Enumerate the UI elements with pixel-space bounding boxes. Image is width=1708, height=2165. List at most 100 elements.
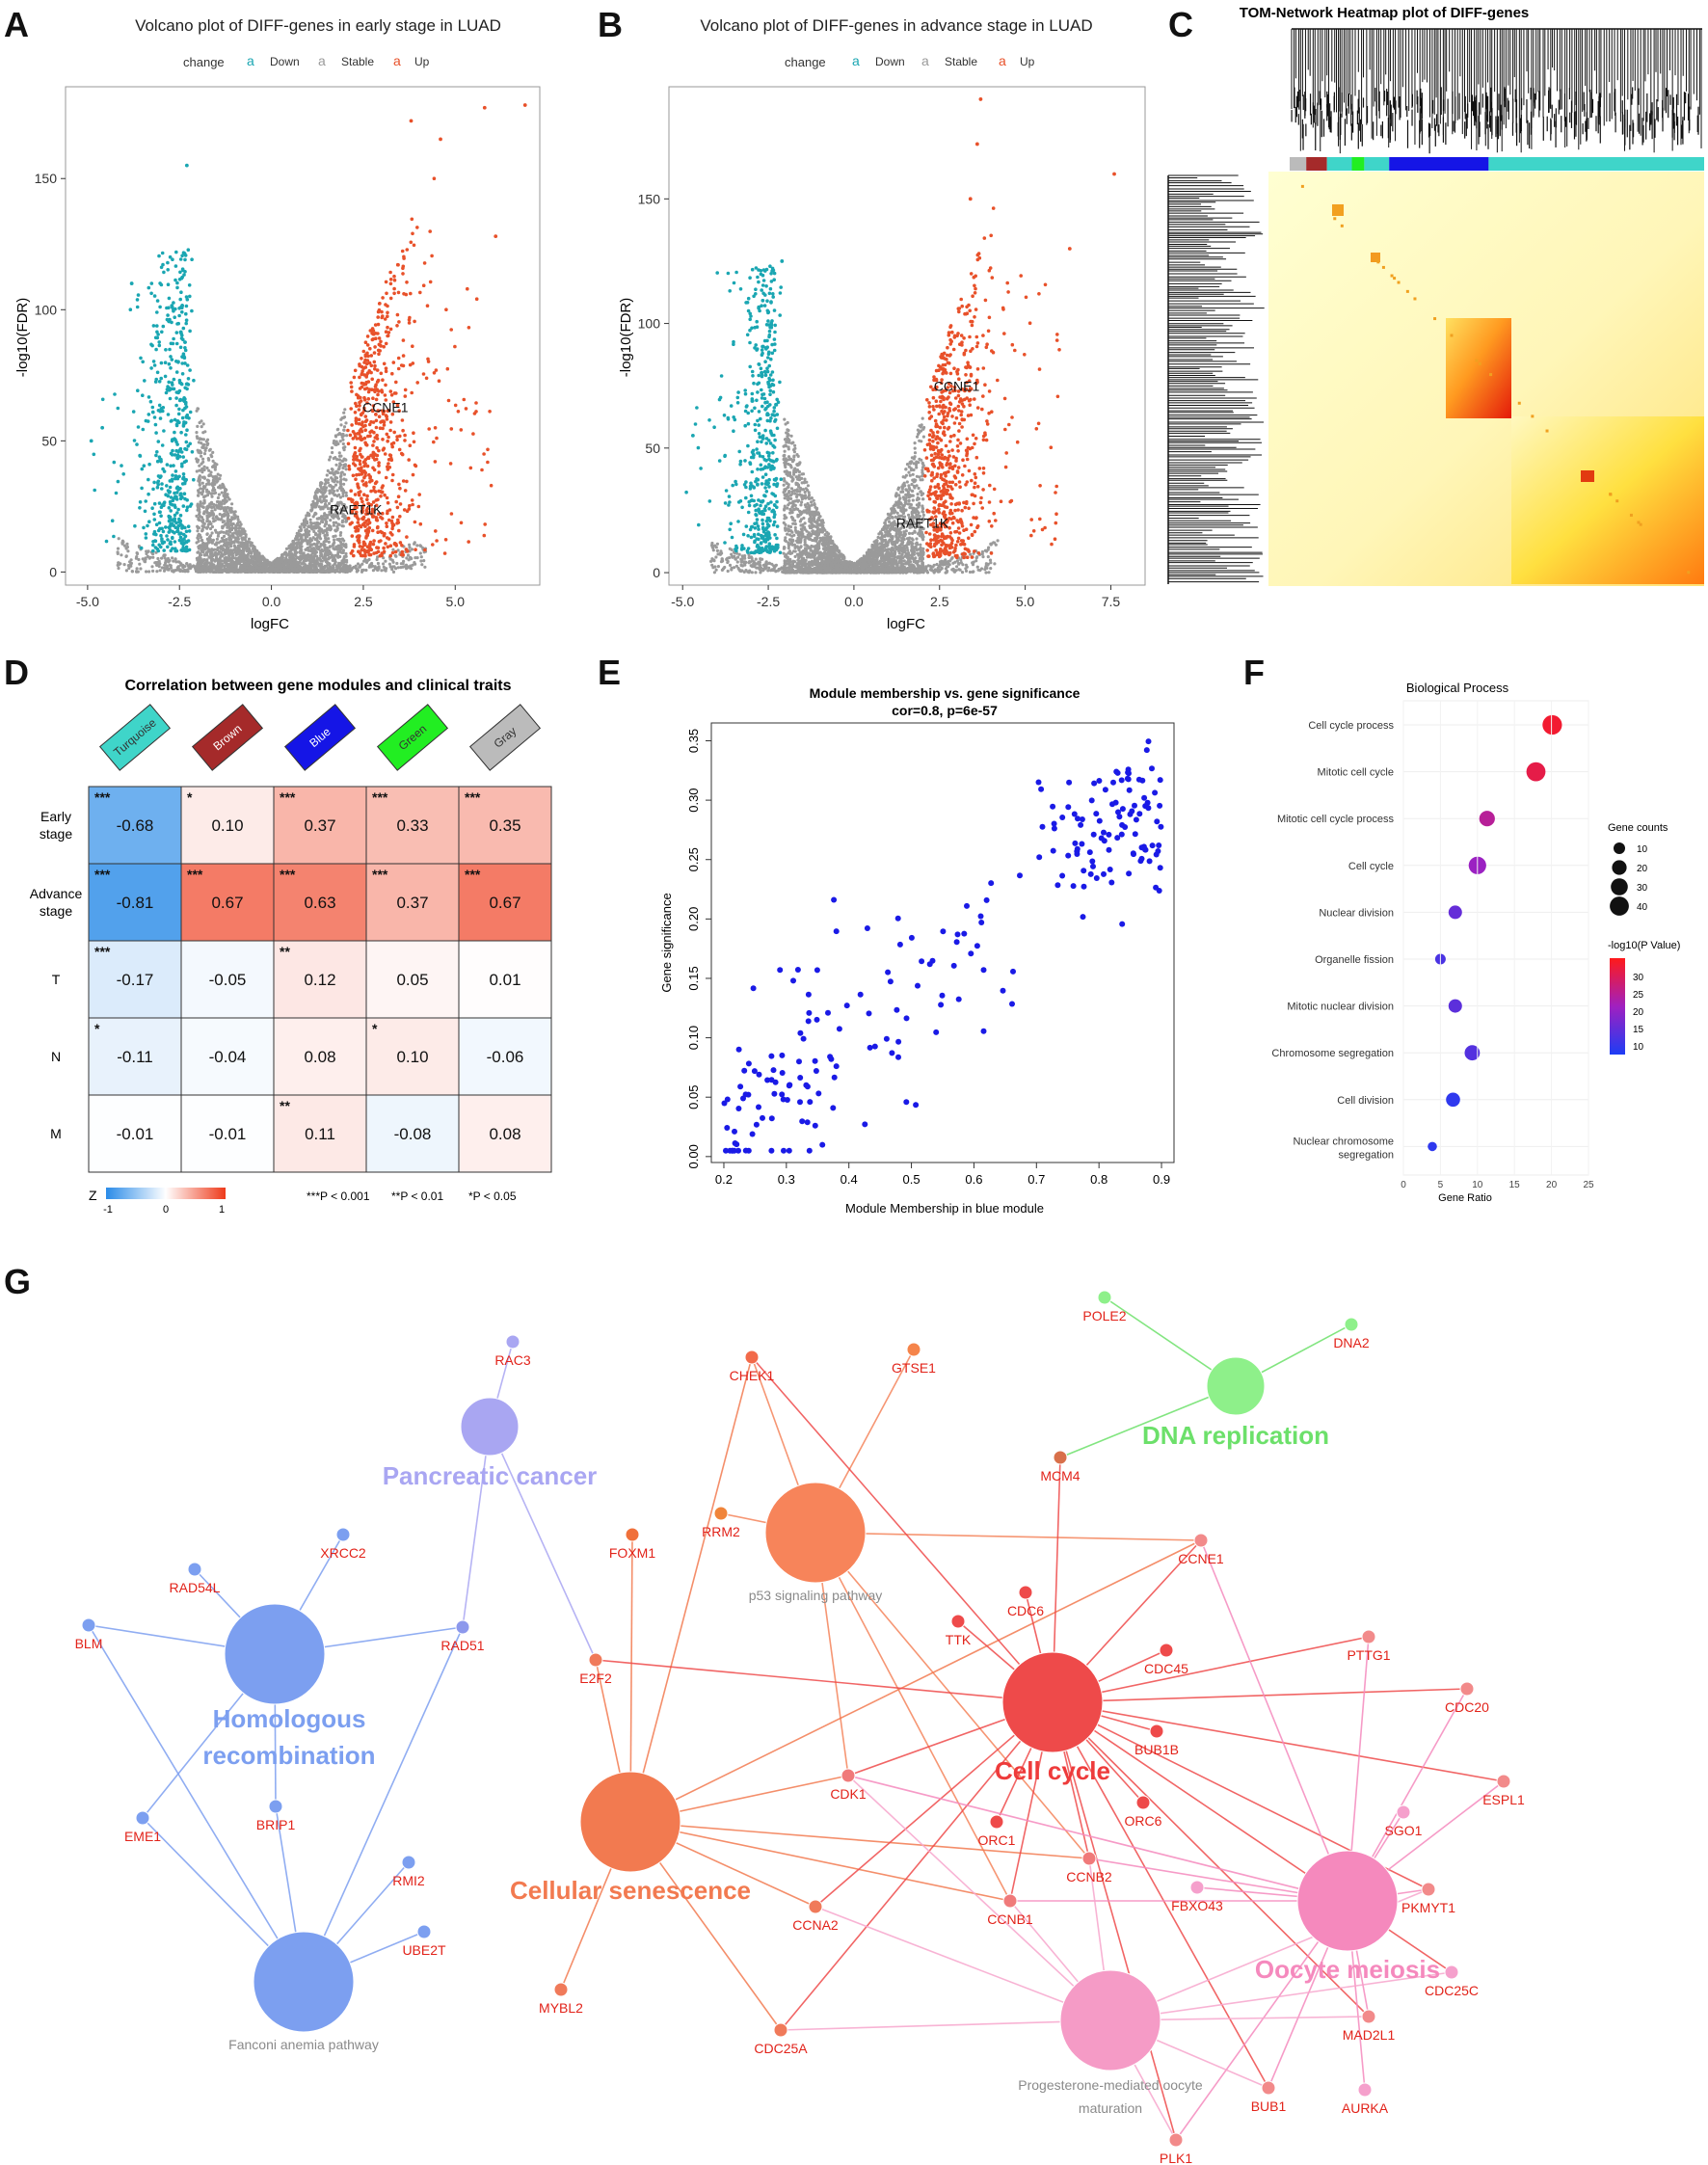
stable-point bbox=[311, 499, 315, 504]
stable-point bbox=[307, 562, 311, 566]
up-point bbox=[372, 360, 377, 364]
stable-point bbox=[205, 537, 209, 541]
down-point bbox=[172, 377, 176, 382]
down-point bbox=[170, 418, 173, 423]
up-point bbox=[488, 410, 492, 414]
gene-annotation: RAET1K bbox=[330, 502, 383, 518]
stable-point bbox=[384, 559, 387, 563]
stable-point bbox=[287, 559, 291, 563]
legend-key-down-a: a bbox=[247, 53, 254, 68]
up-point bbox=[435, 436, 439, 441]
stable-point bbox=[262, 559, 266, 563]
stable-point bbox=[315, 497, 319, 501]
stable-point bbox=[243, 544, 247, 548]
up-point bbox=[388, 553, 393, 558]
stable-point bbox=[323, 505, 327, 509]
chart-title-b: Volcano plot of DIFF-genes in advance st… bbox=[700, 16, 1092, 35]
panel-letter-a: A bbox=[4, 5, 29, 44]
stable-point bbox=[344, 494, 348, 497]
stable-point bbox=[277, 557, 280, 561]
up-point bbox=[375, 388, 380, 392]
stable-point bbox=[359, 564, 362, 568]
stable-point bbox=[200, 539, 203, 543]
stable-point bbox=[251, 562, 255, 566]
down-point bbox=[154, 522, 159, 526]
up-point bbox=[371, 466, 375, 470]
stable-point bbox=[310, 521, 314, 525]
legend-key-stable-a: a bbox=[318, 53, 326, 68]
down-point bbox=[144, 418, 148, 423]
down-point bbox=[164, 348, 168, 352]
panel-letter-g: G bbox=[4, 1262, 31, 1301]
x-tick-label: 2.5 bbox=[354, 594, 373, 609]
stable-point bbox=[120, 553, 123, 557]
stable-point bbox=[410, 548, 414, 551]
up-point bbox=[367, 472, 371, 477]
volcano-early-panel: Volcano plot of DIFF-genes in early stag… bbox=[14, 16, 541, 632]
up-point bbox=[386, 511, 389, 516]
stable-point bbox=[340, 416, 344, 420]
up-point bbox=[405, 535, 409, 539]
stable-point bbox=[219, 507, 223, 511]
stable-point bbox=[311, 536, 315, 540]
up-point bbox=[472, 412, 477, 415]
up-point bbox=[359, 446, 362, 451]
up-point bbox=[388, 420, 393, 424]
stable-point bbox=[156, 556, 160, 561]
down-point bbox=[175, 526, 180, 530]
up-point bbox=[410, 390, 414, 395]
stable-point bbox=[205, 493, 210, 497]
stable-point bbox=[236, 518, 240, 521]
up-point bbox=[349, 381, 354, 385]
up-point bbox=[368, 346, 372, 351]
stable-point bbox=[326, 506, 330, 511]
stable-point bbox=[238, 521, 242, 524]
down-point bbox=[166, 313, 170, 317]
stable-point bbox=[307, 524, 312, 529]
up-point bbox=[360, 385, 364, 389]
up-point bbox=[381, 296, 385, 300]
down-point bbox=[171, 503, 174, 507]
down-point bbox=[179, 531, 183, 535]
down-point bbox=[182, 492, 187, 495]
stable-point bbox=[199, 451, 202, 455]
stable-point bbox=[280, 556, 284, 560]
up-point bbox=[422, 261, 427, 265]
up-point bbox=[371, 443, 375, 447]
down-point bbox=[184, 311, 188, 316]
down-point bbox=[180, 267, 185, 272]
up-point bbox=[346, 441, 351, 446]
stable-point bbox=[230, 526, 235, 530]
stable-point bbox=[223, 534, 227, 539]
up-point bbox=[364, 536, 368, 540]
up-point bbox=[427, 427, 432, 431]
stable-point bbox=[124, 546, 128, 549]
down-point bbox=[150, 405, 155, 410]
stable-point bbox=[328, 510, 332, 514]
stable-point bbox=[244, 570, 248, 574]
down-point bbox=[175, 281, 179, 285]
up-point bbox=[352, 543, 357, 547]
stable-point bbox=[310, 558, 314, 562]
stable-point bbox=[344, 478, 348, 482]
stable-point bbox=[150, 565, 154, 569]
down-point bbox=[173, 540, 177, 544]
stable-point bbox=[246, 543, 250, 547]
stable-point bbox=[331, 450, 334, 455]
down-point bbox=[170, 305, 174, 308]
up-point bbox=[390, 444, 395, 449]
up-point bbox=[442, 551, 447, 555]
down-point bbox=[185, 498, 189, 502]
stable-point bbox=[307, 555, 310, 559]
stable-point bbox=[340, 519, 345, 522]
down-point bbox=[175, 419, 179, 423]
up-point bbox=[395, 505, 400, 510]
up-point bbox=[386, 500, 390, 505]
stable-point bbox=[205, 532, 209, 536]
down-point bbox=[132, 439, 137, 442]
down-point bbox=[152, 501, 157, 506]
up-point bbox=[394, 391, 398, 395]
stable-point bbox=[320, 569, 325, 574]
stable-point bbox=[200, 570, 203, 574]
stable-point bbox=[334, 456, 337, 460]
